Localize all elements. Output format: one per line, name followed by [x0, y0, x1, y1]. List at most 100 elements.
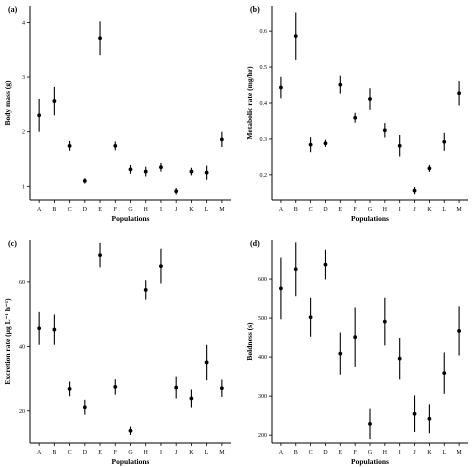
y-axis-title: Boldness (s) [245, 322, 254, 361]
x-tick-label: B [52, 207, 56, 213]
x-tick-label: D [83, 450, 88, 456]
x-tick-label: F [114, 207, 118, 213]
x-tick-label: A [37, 207, 42, 213]
x-tick-label: F [353, 450, 357, 456]
x-axis-title: Populations [351, 457, 389, 466]
data-point [457, 91, 461, 96]
y-axis-title: Body mass (g) [3, 80, 12, 126]
panel-label: (c) [8, 239, 17, 248]
data-point [353, 115, 358, 120]
x-tick-label: L [442, 207, 446, 213]
x-tick-label: C [68, 450, 72, 456]
x-tick-label: I [160, 207, 162, 213]
data-point [128, 428, 133, 433]
x-tick-label: K [189, 450, 194, 456]
data-point [82, 405, 87, 410]
data-point [219, 386, 224, 391]
data-point [308, 142, 313, 147]
x-tick-label: E [338, 207, 342, 213]
data-point [368, 421, 372, 426]
x-tick-label: J [175, 450, 178, 456]
data-point [37, 326, 42, 331]
y-tick-label: 4 [22, 20, 25, 26]
x-axis-title: Populations [351, 214, 389, 223]
x-tick-label: A [37, 450, 42, 456]
x-tick-label: L [205, 207, 209, 213]
x-tick-label: L [442, 450, 446, 456]
data-point [37, 113, 42, 118]
x-tick-label: G [368, 450, 373, 456]
data-point [204, 360, 209, 365]
data-point [174, 385, 179, 390]
data-point [52, 99, 57, 103]
x-tick-label: K [427, 450, 432, 456]
x-tick-label: E [338, 450, 342, 456]
data-point [323, 141, 328, 146]
y-tick-label: 0.2 [260, 173, 268, 179]
data-point [308, 315, 313, 320]
x-tick-label: B [294, 207, 298, 213]
x-tick-label: C [309, 207, 313, 213]
panel-label: (a) [8, 5, 18, 14]
y-tick-label: 20 [19, 409, 25, 415]
x-tick-label: J [175, 207, 178, 213]
x-tick-label: B [52, 450, 56, 456]
x-tick-label: G [128, 207, 133, 213]
data-point [293, 34, 298, 39]
data-point [174, 189, 179, 194]
x-tick-label: J [413, 450, 416, 456]
y-tick-label: 1 [22, 184, 25, 190]
x-tick-label: G [368, 207, 373, 213]
data-point [382, 128, 387, 133]
data-point [397, 143, 402, 148]
data-point [219, 137, 224, 142]
x-tick-label: E [98, 450, 102, 456]
data-point [143, 288, 148, 292]
y-tick-label: 600 [258, 277, 267, 283]
x-tick-label: A [279, 450, 284, 456]
x-tick-label: E [98, 207, 102, 213]
chart-panel-c: (c) 20 40 60 A B C D E F G H I J K L M Populations Excreti… [3, 239, 231, 466]
y-tick-label: 40 [19, 344, 25, 350]
x-axis-title: Populations [112, 214, 150, 223]
panel-label: (d) [250, 239, 260, 248]
data-point [412, 411, 417, 416]
data-point [67, 386, 72, 391]
x-tick-label: I [399, 450, 401, 456]
x-axis-title: Populations [112, 457, 150, 466]
data-point [189, 396, 194, 401]
x-tick-label: K [189, 207, 194, 213]
data-point [52, 327, 57, 332]
chart-panel-a: (a) 1 2 3 4 A B C D E F G H I J K L M Populations Body mass… [3, 5, 231, 223]
x-tick-label: H [383, 207, 388, 213]
y-tick-label: 200 [258, 433, 267, 439]
x-tick-label: J [413, 207, 416, 213]
data-point [67, 143, 72, 148]
x-tick-label: D [83, 207, 88, 213]
panel-label: (b) [250, 5, 260, 14]
data-point [279, 85, 283, 90]
data-point [353, 335, 358, 340]
x-tick-label: B [294, 450, 298, 456]
x-tick-label: H [144, 450, 149, 456]
data-point [412, 188, 417, 193]
y-axis-title: Metabolic rate (mg/hr) [245, 66, 254, 140]
x-tick-label: I [160, 450, 162, 456]
data-point [368, 97, 372, 101]
x-tick-label: L [205, 450, 209, 456]
x-tick-label: H [383, 450, 388, 456]
y-tick-label: 60 [19, 280, 25, 286]
data-point [159, 264, 163, 268]
x-tick-label: C [309, 450, 313, 456]
data-point [113, 143, 118, 148]
y-tick-label: 0.3 [260, 137, 268, 143]
data-point [427, 416, 432, 421]
chart-panel-d: (d) 200 300 400 500 600 A B C D E F G H I J K L M Populatio… [245, 239, 468, 466]
y-tick-label: 3 [22, 75, 25, 81]
chart-panel-b: (b) 0.2 0.3 0.4 0.5 0.6 A B C D E F G H I J K L M Populatio… [245, 5, 468, 223]
data-point [442, 139, 447, 144]
data-point [279, 286, 283, 291]
data-point [293, 267, 298, 272]
data-point [189, 169, 194, 174]
y-tick-label: 300 [258, 394, 267, 400]
